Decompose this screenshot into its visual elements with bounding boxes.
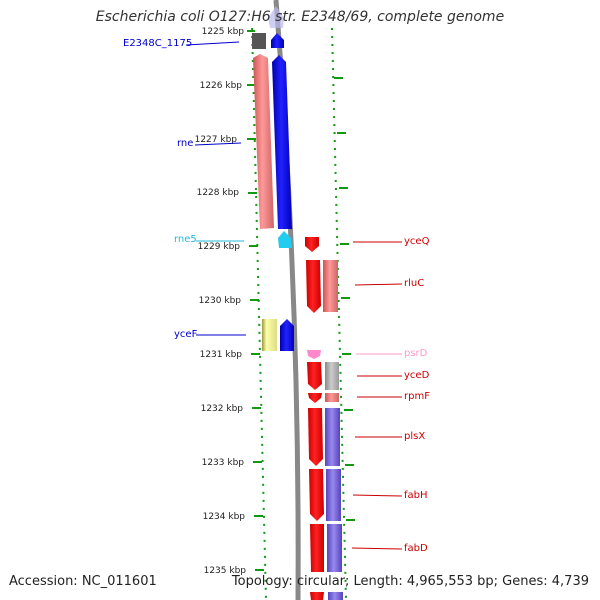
pseudo-arrow-psrd (307, 350, 321, 359)
gene-rpmf (325, 393, 339, 402)
left-major-ticks (247, 30, 264, 571)
tick-label: 1230 kbp (199, 296, 242, 306)
connector-fabd (351, 547, 403, 550)
tick-label: 1228 kbp (197, 188, 240, 198)
gene-ycef (262, 319, 277, 351)
gene-label-rluc[interactable]: rluC (404, 278, 425, 289)
gene-fabh (326, 469, 341, 521)
gene-yced (325, 362, 339, 390)
gene-rluc (323, 260, 338, 312)
tick-label: 1234 kbp (203, 512, 246, 522)
gene-label-rpmf[interactable]: rpmF (404, 391, 430, 402)
right-major-ticks (334, 77, 355, 521)
cds-arrow-rluc (306, 260, 321, 313)
gene-label-rne5[interactable]: rne5 (174, 234, 197, 245)
connector-rluc (354, 283, 403, 286)
cds-arrow-plsx (308, 408, 323, 466)
cds-arrow-e2348c-1175 (271, 33, 284, 48)
cds-arrow-ycef (280, 319, 294, 351)
tick-label: 1235 kbp (204, 566, 247, 576)
tick-label: 1225 kbp (202, 27, 245, 37)
gene-label-rne[interactable]: rne (177, 138, 194, 149)
cds-arrow-fabh (309, 469, 324, 521)
cds-arrow-rpmf (308, 393, 322, 403)
connector-e2348c-1175 (185, 41, 240, 46)
cds-arrow-yced (307, 362, 322, 390)
accession-text: Accession: NC_011601 (9, 574, 157, 589)
gene-label-yced[interactable]: yceD (404, 370, 430, 381)
cds-arrow-yceq (305, 237, 319, 252)
gene-label-fabd[interactable]: fabD (404, 543, 428, 554)
faded-arrow-top (268, 6, 284, 28)
axis-tick-labels: 1225 kbp 1226 kbp 1227 kbp 1228 kbp 1229… (195, 27, 247, 576)
gene-label-psrd[interactable]: psrD (404, 348, 428, 359)
cds-arrow-rne (272, 55, 292, 229)
gene-fabd (327, 524, 342, 572)
tick-label: 1233 kbp (202, 458, 245, 468)
connector-fabh (352, 494, 403, 497)
map-title: Escherichia coli O127:H6 str. E2348/69, … (95, 9, 505, 25)
genome-summary-text: Topology: circular; Length: 4,965,553 bp… (231, 574, 589, 589)
gene-bottom (328, 592, 343, 600)
gene-label-ycef[interactable]: yceF (174, 329, 198, 340)
gene-label-yceq[interactable]: yceQ (404, 236, 430, 247)
gene-label-e2348c-1175[interactable]: E2348C_1175 (123, 38, 193, 49)
gene-plsx (325, 408, 340, 466)
gene-label-plsx[interactable]: plsX (404, 431, 426, 442)
tick-label: 1227 kbp (195, 135, 238, 145)
gene-rne (253, 54, 274, 229)
tick-label: 1229 kbp (198, 242, 241, 252)
tick-label: 1226 kbp (200, 81, 243, 91)
cds-arrow-fabd (310, 524, 324, 572)
gene-block-e2348c-1175 (252, 33, 266, 49)
rna-arrow-rne5 (278, 231, 292, 248)
tick-label: 1232 kbp (201, 404, 244, 414)
cds-arrow-bottom (310, 592, 324, 600)
tick-label: 1231 kbp (200, 350, 243, 360)
gene-label-fabh[interactable]: fabH (404, 490, 428, 501)
connector-rne (194, 142, 242, 146)
